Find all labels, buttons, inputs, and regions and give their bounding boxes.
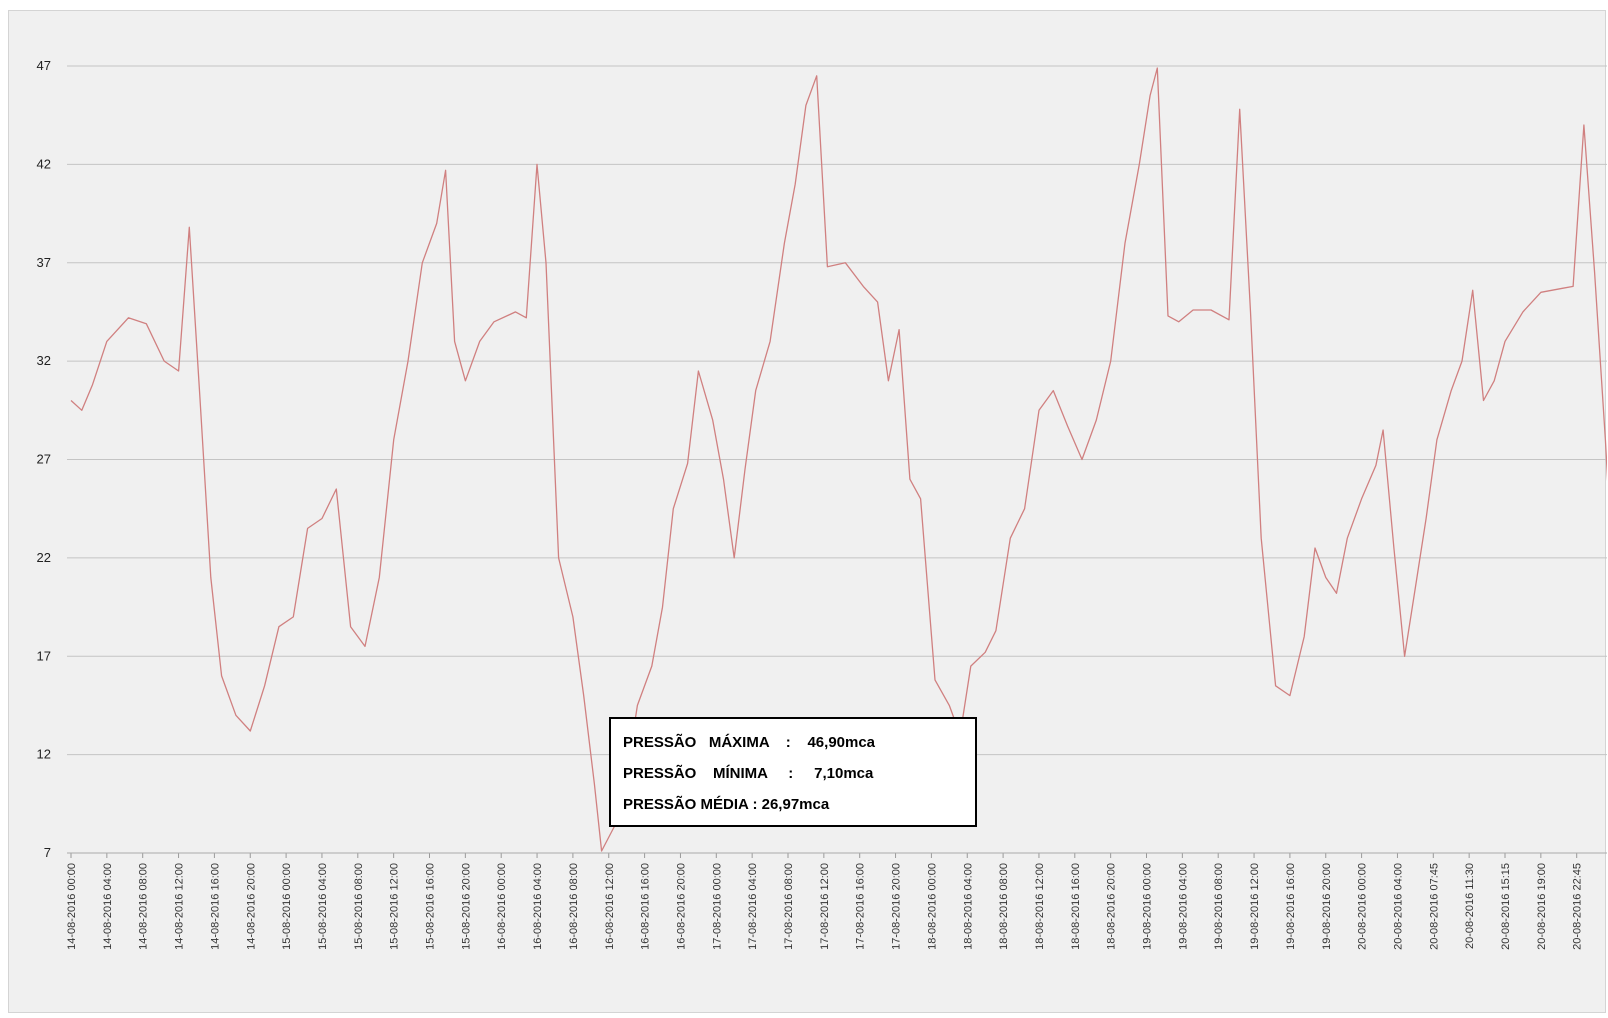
series-layer: [70, 67, 1607, 852]
y-tick-label: 12: [37, 747, 51, 762]
x-tick-label: 15-08-2016 08:00: [353, 863, 365, 950]
min-pressure-label: PRESSÃO MÍNIMA : 7,10mca: [623, 765, 874, 782]
y-tick-label: 47: [37, 58, 51, 73]
x-tick-label: 19-08-2016 12:00: [1249, 863, 1261, 950]
y-tick-label: 32: [37, 353, 51, 368]
y-tick-label: 7: [44, 845, 51, 860]
x-tick-label: 15-08-2016 00:00: [281, 863, 293, 950]
x-tick-label: 20-08-2016 04:00: [1392, 863, 1404, 950]
x-tick-label: 14-08-2016 16:00: [209, 863, 221, 950]
x-axis-ticks: 14-08-2016 00:00 14-08-2016 04:00 14-08-20…: [66, 852, 1607, 950]
x-tick-label: 17-08-2016 20:00: [891, 863, 903, 950]
y-tick-label: 17: [37, 648, 51, 663]
x-tick-label: 15-08-2016 20:00: [460, 863, 472, 950]
x-tick-label: 19-08-2016 20:00: [1321, 863, 1333, 950]
x-tick-label: 18-08-2016 08:00: [998, 863, 1010, 950]
x-tick-label: 20-08-2016 07:45: [1428, 863, 1440, 950]
pressure-series-line: [70, 67, 1607, 852]
y-axis-ticks: 7 12 17 22 27 32 37 42 47: [37, 58, 51, 860]
x-tick-label: 18-08-2016 04:00: [962, 863, 974, 950]
max-pressure-label: PRESSÃO MÁXIMA : 46,90mca: [623, 734, 876, 751]
x-tick-label: 17-08-2016 04:00: [747, 863, 759, 950]
x-tick-label: 16-08-2016 04:00: [532, 863, 544, 950]
x-tick-label: 16-08-2016 00:00: [496, 863, 508, 950]
x-tick-label: 18-08-2016 00:00: [926, 863, 938, 950]
y-tick-label: 37: [37, 255, 51, 270]
x-tick-label: 14-08-2016 00:00: [66, 863, 78, 950]
x-tick-label: 18-08-2016 16:00: [1070, 863, 1082, 950]
x-tick-label: 14-08-2016 12:00: [174, 863, 186, 950]
x-tick-label: 16-08-2016 20:00: [675, 863, 687, 950]
x-tick-label: 15-08-2016 04:00: [317, 863, 329, 950]
x-tick-label: 17-08-2016 00:00: [711, 863, 723, 950]
x-tick-label: 17-08-2016 16:00: [855, 863, 867, 950]
x-tick-label: 14-08-2016 20:00: [245, 863, 257, 950]
x-tick-label: 20-08-2016 19:00: [1536, 863, 1548, 950]
x-tick-label: 19-08-2016 04:00: [1177, 863, 1189, 950]
x-tick-label: 15-08-2016 12:00: [389, 863, 401, 950]
x-tick-label: 16-08-2016 08:00: [568, 863, 580, 950]
x-tick-label: 16-08-2016 12:00: [604, 863, 616, 950]
x-tick-label: 20-08-2016 00:00: [1357, 863, 1369, 950]
x-tick-label: 20-08-2016 22:45: [1572, 863, 1584, 950]
x-tick-label: 14-08-2016 08:00: [138, 863, 150, 950]
x-tick-label: 19-08-2016 16:00: [1285, 863, 1297, 950]
x-tick-label: 19-08-2016 08:00: [1213, 863, 1225, 950]
avg-pressure-label: PRESSÃO MÉDIA : 26,97mca: [623, 796, 830, 813]
x-tick-label: 20-08-2016 15:15: [1500, 863, 1512, 950]
x-tick-label: 18-08-2016 12:00: [1034, 863, 1046, 950]
y-tick-label: 22: [37, 550, 51, 565]
x-tick-label: 14-08-2016 04:00: [102, 863, 114, 950]
x-tick-label: 17-08-2016 12:00: [819, 863, 831, 950]
x-tick-label: 15-08-2016 16:00: [425, 863, 437, 950]
grid-lines: [67, 65, 1607, 854]
x-tick-label: 20-08-2016 11:30: [1464, 863, 1476, 949]
x-tick-label: 16-08-2016 16:00: [640, 863, 652, 950]
y-tick-label: 27: [37, 452, 51, 467]
chart-frame: 7 12 17 22 27 32 37 42 47 14-08-2016 00:00 14-08-…: [8, 10, 1607, 1013]
x-tick-label: 18-08-2016 20:00: [1106, 863, 1118, 950]
y-tick-label: 42: [37, 156, 51, 171]
x-tick-label: 19-08-2016 00:00: [1142, 863, 1154, 950]
x-tick-label: 17-08-2016 08:00: [783, 863, 795, 950]
pressure-stats-box: PRESSÃO MÁXIMA : 46,90mca PRESSÃO MÍNIMA…: [609, 717, 977, 827]
